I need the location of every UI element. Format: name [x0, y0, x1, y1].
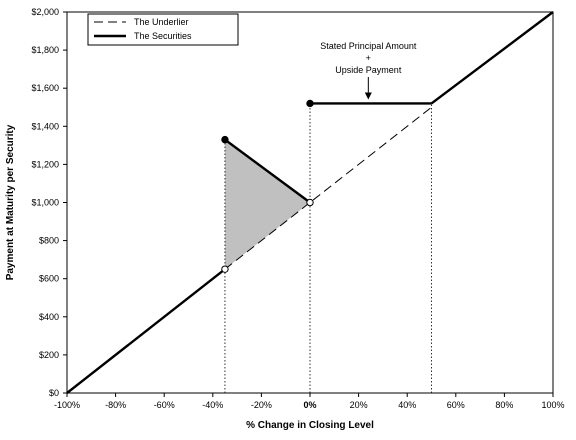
shaded-region: [224, 139, 310, 270]
y-tick-label: $1,800: [31, 45, 59, 55]
x-tick-label: 100%: [541, 400, 564, 410]
legend-box: [87, 13, 239, 46]
x-tick-label: -20%: [251, 400, 272, 410]
annotation-arrow-head: [364, 92, 372, 100]
filled-point: [306, 99, 314, 108]
y-tick-label: $0: [49, 388, 59, 398]
x-tick-label: 20%: [350, 400, 368, 410]
y-tick-label: $1,200: [31, 159, 59, 169]
annotation-line-2: Upside Payment: [335, 65, 402, 75]
filled-point: [221, 135, 229, 144]
x-tick-label: 60%: [447, 400, 465, 410]
legend-securities-label: The Securities: [134, 31, 192, 41]
y-axis-title: Payment at Maturity per Security: [5, 124, 16, 280]
y-tick-label: $1,600: [31, 83, 59, 93]
securities-segment-3: [430, 11, 554, 105]
annotation-line-1: +: [366, 53, 371, 63]
y-tick-label: $200: [39, 350, 59, 360]
x-tick-label: -40%: [202, 400, 223, 410]
underlier-line: [224, 106, 432, 270]
securities-segment-0: [66, 268, 226, 394]
annotation-line-0: Stated Principal Amount: [320, 41, 417, 51]
y-tick-label: $1,400: [31, 121, 59, 131]
y-tick-label: $600: [39, 274, 59, 284]
y-tick-label: $400: [39, 312, 59, 322]
open-point: [306, 198, 314, 207]
x-tick-label: -60%: [154, 400, 175, 410]
x-axis-title: % Change in Closing Level: [246, 420, 374, 431]
y-tick-label: $1,000: [31, 198, 59, 208]
open-point: [221, 265, 229, 273]
x-tick-label: -100%: [54, 400, 80, 410]
x-tick-label: 0%: [303, 400, 316, 410]
x-tick-label: 80%: [495, 400, 513, 410]
y-tick-label: $2,000: [31, 7, 59, 17]
x-tick-label: -80%: [105, 400, 126, 410]
securities-segment-1: [224, 138, 311, 204]
legend-underlier-label: The Underlier: [134, 17, 189, 27]
y-tick-label: $800: [39, 236, 59, 246]
x-tick-label: 40%: [398, 400, 416, 410]
